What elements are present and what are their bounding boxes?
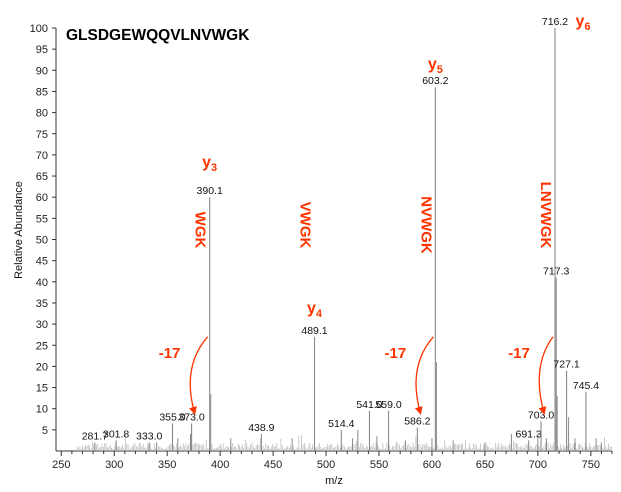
peak-label: 586.2 [404,416,430,428]
peak-label: 541.0 [356,399,382,411]
y-tick-label: 80 [36,108,48,120]
peak-label: 333.0 [136,431,162,443]
x-tick-label: 400 [211,459,229,471]
x-tick-label: 700 [529,459,547,471]
peak-label: 727.1 [553,359,579,371]
y-axis-label: Relative Abundance [13,181,25,279]
ion-label-y4: y4 [307,300,323,320]
peak-label: 559.0 [375,399,401,411]
sequence-label: VWGK [297,202,314,249]
y-tick-label: 50 [36,235,48,247]
neutral-loss-label: -17 [385,345,407,362]
y-tick-label: 90 [36,65,48,77]
y-tick-label: 85 [36,86,48,98]
y-tick-label: 95 [36,44,48,56]
y-tick-label: 10 [36,404,48,416]
axes: 250 300 350 400 450 500 550 600 650 700 750 5 10 15 20… [30,23,613,471]
peak-label: 703.0 [528,409,554,421]
peak-label: 514.4 [328,418,354,430]
peak-label: 390.1 [197,185,223,197]
x-tick-label: 450 [264,459,282,471]
sequence-label: NVWGK [417,196,434,254]
neutral-loss-label: -17 [508,345,530,362]
peak-label: 716.2 [542,16,568,28]
sequence-label: LNVWGK [537,182,554,249]
peak-label: 745.4 [573,380,599,392]
x-tick-label: 350 [158,459,176,471]
y-tick-label: 55 [36,213,48,225]
y-tick-label: 65 [36,171,48,183]
peak-label: 355.0 [159,412,185,424]
y-tick-label: 100 [30,23,48,35]
peak-label: 603.2 [422,75,448,87]
y-tick-label: 30 [36,319,48,331]
peak-label: 717.3 [543,266,569,278]
x-tick-label: 250 [52,459,70,471]
chart-title: GLSDGEWQQVLNVWGK [66,27,250,44]
x-tick-label: 550 [370,459,388,471]
x-tick-label: 750 [582,459,600,471]
ion-label-y6: y6 [576,13,591,33]
x-tick-label: 650 [476,459,494,471]
sequence-label: WGK [192,212,209,249]
peak-label: 691.3 [516,428,542,440]
peak-label: 438.9 [248,422,274,434]
neutral-loss-arrow [538,336,554,415]
neutral-loss-arrow [189,336,209,415]
x-tick-label: 600 [423,459,441,471]
x-tick-label: 300 [105,459,123,471]
y-tick-label: 45 [36,256,48,268]
y-tick-label: 5 [42,425,48,437]
y-tick-label: 15 [36,383,48,395]
annotations: y3 y4 y5 y6 WGK VWGK NVWGK LNVWGK -17 -17 -17 [159,13,591,415]
peak-label: 301.8 [103,428,129,440]
peak-label: 373.0 [178,412,204,424]
y-tick-label: 25 [36,340,48,352]
ion-label-y3: y3 [202,154,217,174]
y-tick-label: 70 [36,150,48,162]
peak-label: 281.7 [82,431,108,443]
peak-label: 489.1 [301,325,327,337]
y-tick-label: 40 [36,277,48,289]
x-axis-label: m/z [325,475,343,487]
ion-label-y5: y5 [428,56,443,76]
y-tick-label: 60 [36,192,48,204]
neutral-loss-arrow [414,336,434,415]
y-tick-label: 35 [36,298,48,310]
x-tick-label: 500 [317,459,335,471]
y-tick-label: 20 [36,361,48,373]
y-tick-label: 75 [36,129,48,141]
neutral-loss-label: -17 [159,345,181,362]
